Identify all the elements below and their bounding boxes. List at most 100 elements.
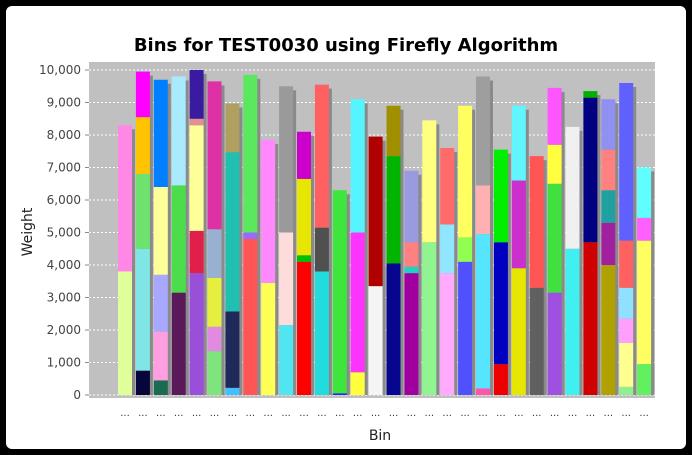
x-tick-label: ... xyxy=(371,408,381,419)
bar-segment xyxy=(118,125,132,272)
bar-segment xyxy=(619,240,634,288)
bar-segment xyxy=(547,183,562,293)
x-tick-label: ... xyxy=(174,408,184,419)
bar-segment xyxy=(332,190,347,394)
bar-segment xyxy=(189,230,204,274)
bar-segment xyxy=(583,97,598,243)
bar-segment xyxy=(207,351,222,395)
bar-segment xyxy=(601,190,616,223)
y-tick-label: 2,000 xyxy=(47,323,81,337)
bar-segment xyxy=(297,255,311,262)
bar-segment xyxy=(511,180,526,269)
bin-9 xyxy=(261,139,279,395)
bar-segment xyxy=(565,126,580,249)
bar-segment xyxy=(601,222,616,265)
bar-segment xyxy=(368,286,383,395)
bar-segment xyxy=(297,261,311,395)
x-tick-label: ... xyxy=(263,408,273,419)
x-tick-label: ... xyxy=(281,408,291,419)
chart-frame: Bins for TEST0030 using Firefly Algorith… xyxy=(6,6,686,449)
bar-segment xyxy=(422,120,437,243)
bar-segment xyxy=(314,84,329,228)
bar-segment xyxy=(135,370,150,395)
y-tick-label: 5,000 xyxy=(47,226,81,240)
bar-segment xyxy=(493,242,508,365)
bar-segment xyxy=(476,234,490,389)
bin-17 xyxy=(404,170,422,395)
bar-segment xyxy=(619,386,634,395)
bar-segment xyxy=(332,393,347,395)
bin-14 xyxy=(350,99,368,395)
bar-segment xyxy=(476,388,490,395)
bar-segment xyxy=(189,125,204,231)
x-tick-label: ... xyxy=(532,408,542,419)
bar-segment xyxy=(476,76,490,186)
bar-segment xyxy=(529,287,544,395)
x-tick-label: ... xyxy=(335,408,345,419)
bin-27 xyxy=(583,91,601,395)
x-tick-label: ... xyxy=(514,408,524,419)
bar-segment xyxy=(243,239,258,395)
y-tick-label: 6,000 xyxy=(47,193,81,207)
bar-segment xyxy=(637,167,652,218)
bin-7 xyxy=(225,103,243,395)
bar-segment xyxy=(350,99,365,233)
bar-segment xyxy=(547,87,562,145)
bar-segment xyxy=(368,136,383,287)
bar-chart: Bins for TEST0030 using Firefly Algorith… xyxy=(20,35,655,444)
bar-segment xyxy=(261,282,276,395)
bin-11 xyxy=(297,131,314,395)
x-tick-label: ... xyxy=(299,408,309,419)
bar-segment xyxy=(637,364,652,395)
bar-segment xyxy=(458,105,473,238)
bar-segment xyxy=(314,271,329,395)
x-tick-label: ... xyxy=(407,408,417,419)
bar-segment xyxy=(297,131,311,179)
bin-30 xyxy=(637,167,655,395)
bar-segment xyxy=(637,217,652,241)
bar-segment xyxy=(529,156,544,288)
bar-segment xyxy=(135,71,150,118)
y-axis-ticks: 0 1,000 2,000 3,000 4,000 5,000 6,000 7,000 8,00… xyxy=(39,63,89,402)
bar-segment xyxy=(601,99,616,150)
bar-segment xyxy=(547,144,562,184)
x-tick-label: ... xyxy=(478,408,488,419)
bar-segment xyxy=(207,278,222,327)
bar-segment xyxy=(171,185,186,293)
y-tick-label: 10,000 xyxy=(39,63,81,77)
x-tick-label: ... xyxy=(568,408,578,419)
bar-segment xyxy=(153,187,168,275)
bar-segment xyxy=(637,240,652,365)
bar-segment xyxy=(619,287,634,319)
bar-segment xyxy=(225,311,240,388)
bar-segment xyxy=(404,242,419,267)
bar-segment xyxy=(386,105,401,157)
bar-segment xyxy=(153,79,168,187)
bar-segment xyxy=(404,266,419,274)
bar-segment xyxy=(547,292,562,395)
bar-segment xyxy=(189,273,204,395)
bar-segment xyxy=(404,170,419,243)
x-tick-label: ... xyxy=(586,408,596,419)
bin-13 xyxy=(332,190,350,395)
bar-segment xyxy=(207,229,222,278)
bar-segment xyxy=(583,91,598,98)
y-tick-label: 3,000 xyxy=(47,291,81,305)
bin-5 xyxy=(189,70,207,395)
y-tick-label: 4,000 xyxy=(47,258,81,272)
bar-segment xyxy=(225,152,240,312)
bar-segment xyxy=(171,292,186,395)
x-tick-label: ... xyxy=(246,408,256,419)
bar-segment xyxy=(189,118,204,126)
bin-19 xyxy=(440,148,458,395)
bar-segment xyxy=(314,227,329,272)
bar-segment xyxy=(153,380,168,395)
bin-22 xyxy=(493,149,511,395)
x-tick-label: ... xyxy=(138,408,148,419)
bar-segment xyxy=(386,263,401,395)
bar-segment xyxy=(279,232,294,326)
bin-10 xyxy=(279,86,297,395)
bin-29 xyxy=(619,83,637,395)
bin-23 xyxy=(511,105,529,395)
bar-segment xyxy=(243,232,258,239)
